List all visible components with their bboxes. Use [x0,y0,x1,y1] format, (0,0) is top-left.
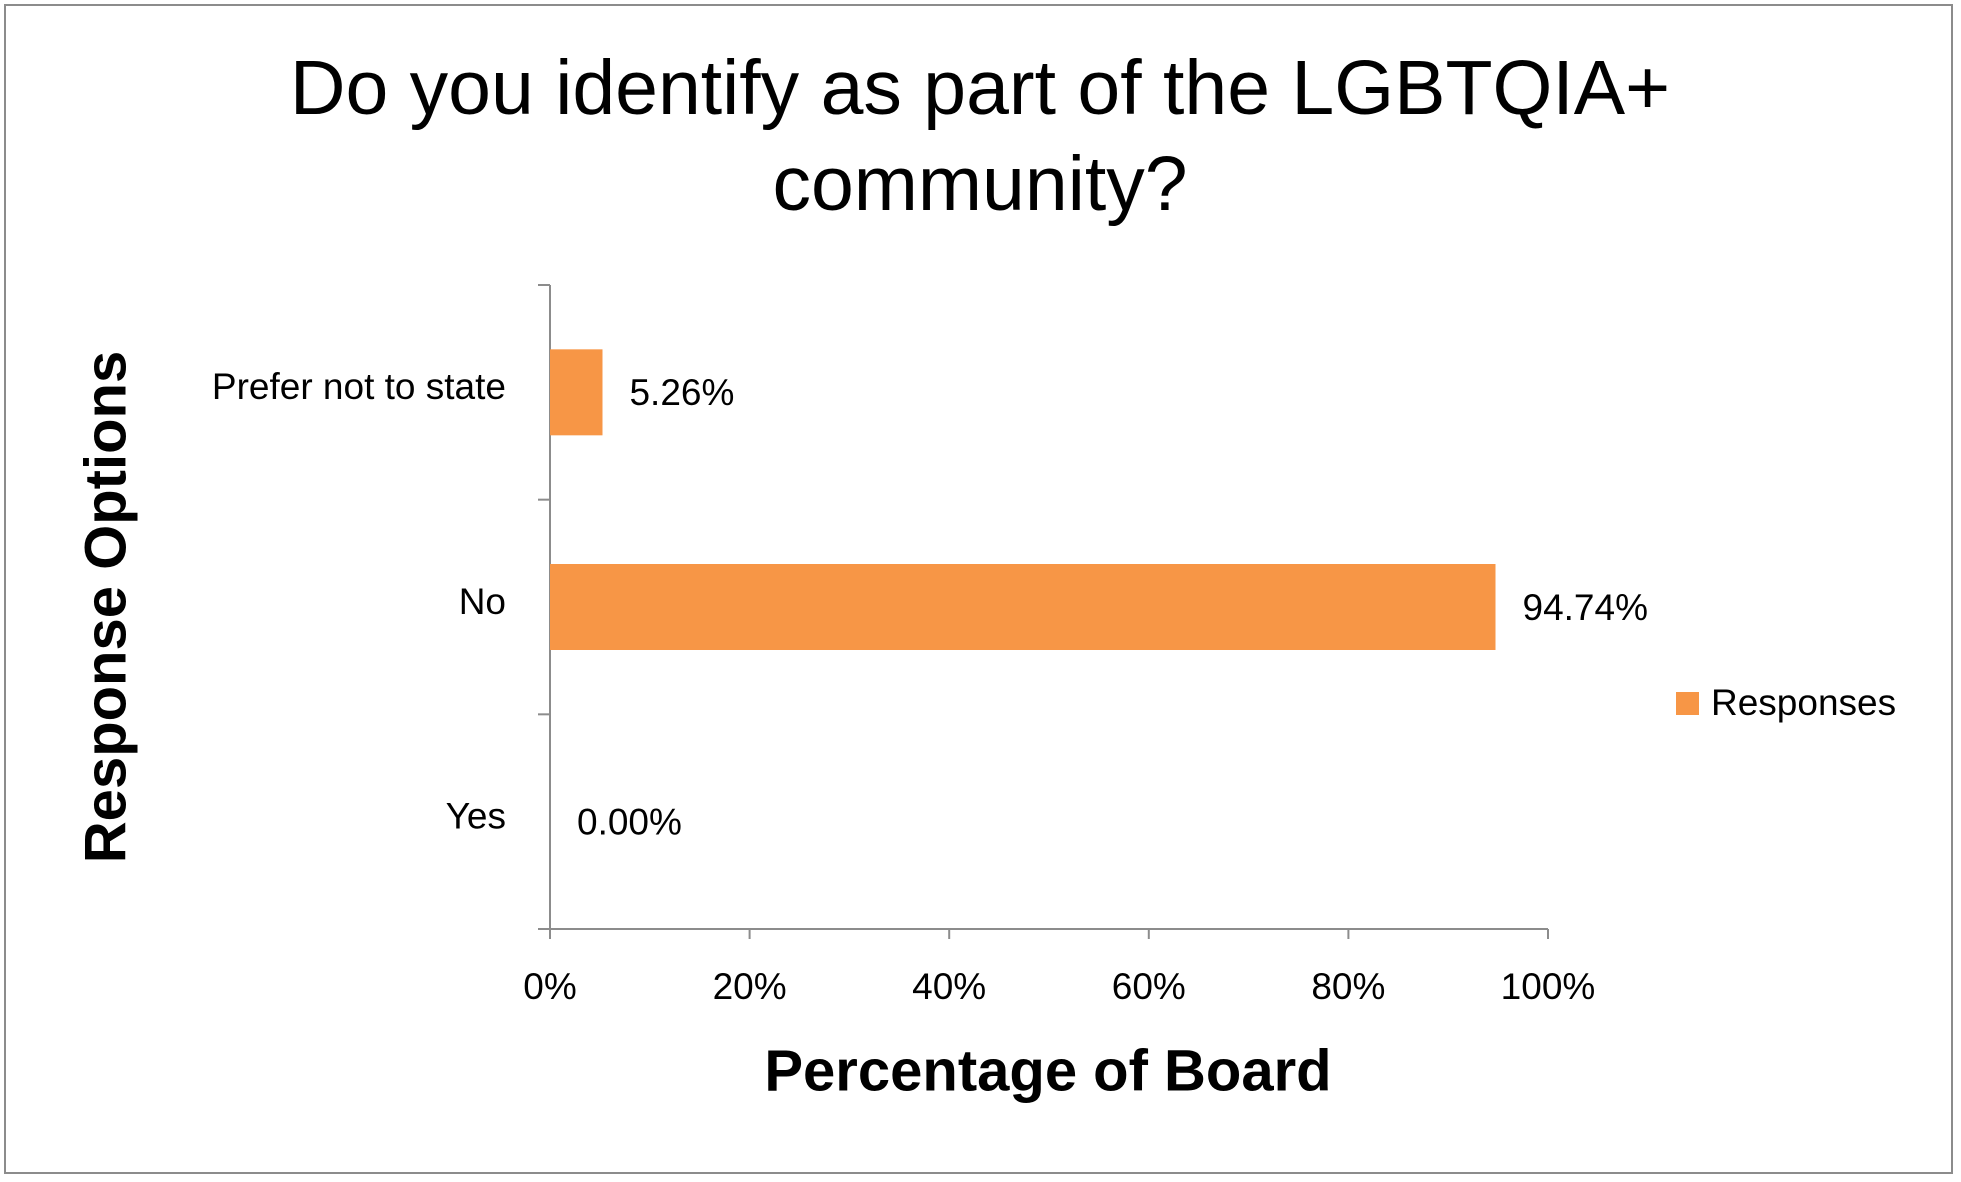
x-tick-label: 80% [1311,966,1385,1007]
chart-title: Do you identify as part of the LGBTQIA+ … [289,45,1671,227]
x-axis-title: Percentage of Board [764,1038,1331,1103]
bar [550,564,1496,650]
x-tick-label: 60% [1112,966,1186,1007]
value-label: 94.74% [1523,587,1649,628]
chart-frame [4,4,1953,1174]
y-axis-title: Response Options [73,351,138,863]
legend-label: Responses [1711,682,1896,723]
y-tick-label: No [459,581,506,622]
x-tick-label: 20% [713,966,787,1007]
legend-swatch [1676,692,1699,715]
value-label: 0.00% [577,801,682,842]
y-tick-label: Yes [446,795,506,836]
y-tick-label: Prefer not to state [212,366,506,407]
value-label: 5.26% [629,372,734,413]
x-tick-label: 100% [1501,966,1596,1007]
x-tick-label: 0% [523,966,576,1007]
bar [550,349,603,436]
x-tick-label: 40% [912,966,986,1007]
